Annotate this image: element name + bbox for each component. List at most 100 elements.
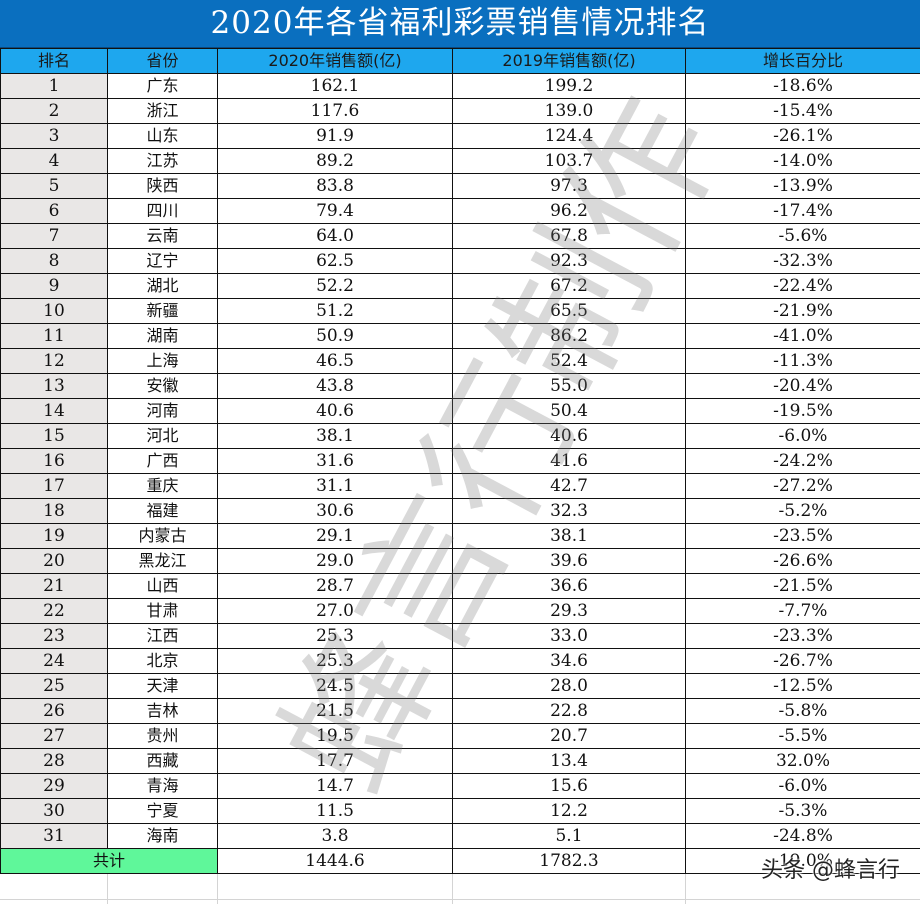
sales-2020-cell[interactable]: 31.6	[217, 448, 453, 474]
province-cell[interactable]: 内蒙古	[107, 523, 218, 549]
sales-2019-cell[interactable]: 86.2	[452, 323, 686, 349]
rank-cell[interactable]: 27	[0, 723, 108, 749]
sales-2020-cell[interactable]: 24.5	[217, 673, 453, 699]
rank-cell[interactable]: 29	[0, 773, 108, 799]
province-cell[interactable]: 安徽	[107, 373, 218, 399]
rank-cell[interactable]: 4	[0, 148, 108, 174]
sales-2019-cell[interactable]: 28.0	[452, 673, 686, 699]
sales-2019-cell[interactable]: 38.1	[452, 523, 686, 549]
total-growth[interactable]: -19.0%	[685, 848, 920, 874]
province-cell[interactable]: 山东	[107, 123, 218, 149]
province-cell[interactable]: 湖北	[107, 273, 218, 299]
growth-cell[interactable]: -12.5%	[685, 673, 920, 699]
sales-2019-cell[interactable]: 50.4	[452, 398, 686, 424]
rank-cell[interactable]: 3	[0, 123, 108, 149]
growth-cell[interactable]: -6.0%	[685, 423, 920, 449]
sales-2019-cell[interactable]: 33.0	[452, 623, 686, 649]
province-cell[interactable]: 上海	[107, 348, 218, 374]
growth-cell[interactable]: -18.6%	[685, 73, 920, 99]
sales-2020-cell[interactable]: 83.8	[217, 173, 453, 199]
province-cell[interactable]: 辽宁	[107, 248, 218, 274]
col-header-growth[interactable]: 增长百分比	[685, 48, 920, 74]
rank-cell[interactable]: 5	[0, 173, 108, 199]
growth-cell[interactable]: -22.4%	[685, 273, 920, 299]
growth-cell[interactable]: -26.7%	[685, 648, 920, 674]
growth-cell[interactable]: -19.5%	[685, 398, 920, 424]
growth-cell[interactable]: -27.2%	[685, 473, 920, 499]
province-cell[interactable]: 河北	[107, 423, 218, 449]
sales-2020-cell[interactable]: 51.2	[217, 298, 453, 324]
sales-2019-cell[interactable]: 5.1	[452, 823, 686, 849]
sales-2020-cell[interactable]: 46.5	[217, 348, 453, 374]
rank-cell[interactable]: 23	[0, 623, 108, 649]
province-cell[interactable]: 天津	[107, 673, 218, 699]
growth-cell[interactable]: -5.3%	[685, 798, 920, 824]
rank-cell[interactable]: 30	[0, 798, 108, 824]
growth-cell[interactable]: -24.2%	[685, 448, 920, 474]
sales-2019-cell[interactable]: 34.6	[452, 648, 686, 674]
sales-2020-cell[interactable]: 25.3	[217, 623, 453, 649]
sales-2020-cell[interactable]: 11.5	[217, 798, 453, 824]
rank-cell[interactable]: 21	[0, 573, 108, 599]
sales-2020-cell[interactable]: 14.7	[217, 773, 453, 799]
rank-cell[interactable]: 12	[0, 348, 108, 374]
province-cell[interactable]: 云南	[107, 223, 218, 249]
sales-2019-cell[interactable]: 40.6	[452, 423, 686, 449]
growth-cell[interactable]: -15.4%	[685, 98, 920, 124]
rank-cell[interactable]: 2	[0, 98, 108, 124]
growth-cell[interactable]: -41.0%	[685, 323, 920, 349]
sales-2019-cell[interactable]: 67.2	[452, 273, 686, 299]
growth-cell[interactable]: -13.9%	[685, 173, 920, 199]
sales-2020-cell[interactable]: 40.6	[217, 398, 453, 424]
rank-cell[interactable]: 31	[0, 823, 108, 849]
sales-2019-cell[interactable]: 36.6	[452, 573, 686, 599]
rank-cell[interactable]: 15	[0, 423, 108, 449]
growth-cell[interactable]: -24.8%	[685, 823, 920, 849]
growth-cell[interactable]: -5.8%	[685, 698, 920, 724]
province-cell[interactable]: 山西	[107, 573, 218, 599]
growth-cell[interactable]: -32.3%	[685, 248, 920, 274]
province-cell[interactable]: 甘肃	[107, 598, 218, 624]
col-header-sales-2020[interactable]: 2020年销售额(亿)	[217, 48, 453, 74]
sales-2020-cell[interactable]: 43.8	[217, 373, 453, 399]
total-sales-2019[interactable]: 1782.3	[452, 848, 686, 874]
rank-cell[interactable]: 20	[0, 548, 108, 574]
sales-2019-cell[interactable]: 32.3	[452, 498, 686, 524]
growth-cell[interactable]: -5.6%	[685, 223, 920, 249]
rank-cell[interactable]: 19	[0, 523, 108, 549]
province-cell[interactable]: 青海	[107, 773, 218, 799]
rank-cell[interactable]: 6	[0, 198, 108, 224]
sales-2019-cell[interactable]: 139.0	[452, 98, 686, 124]
province-cell[interactable]: 江苏	[107, 148, 218, 174]
sales-2019-cell[interactable]: 199.2	[452, 73, 686, 99]
sales-2019-cell[interactable]: 13.4	[452, 748, 686, 774]
sales-2020-cell[interactable]: 91.9	[217, 123, 453, 149]
total-sales-2020[interactable]: 1444.6	[217, 848, 453, 874]
sales-2020-cell[interactable]: 29.0	[217, 548, 453, 574]
rank-cell[interactable]: 13	[0, 373, 108, 399]
growth-cell[interactable]: -23.3%	[685, 623, 920, 649]
sales-2019-cell[interactable]: 97.3	[452, 173, 686, 199]
province-cell[interactable]: 湖南	[107, 323, 218, 349]
province-cell[interactable]: 江西	[107, 623, 218, 649]
rank-cell[interactable]: 1	[0, 73, 108, 99]
col-header-province[interactable]: 省份	[107, 48, 218, 74]
province-cell[interactable]: 广西	[107, 448, 218, 474]
sales-2019-cell[interactable]: 15.6	[452, 773, 686, 799]
sales-2020-cell[interactable]: 17.7	[217, 748, 453, 774]
sales-2019-cell[interactable]: 39.6	[452, 548, 686, 574]
sales-2019-cell[interactable]: 12.2	[452, 798, 686, 824]
province-cell[interactable]: 河南	[107, 398, 218, 424]
rank-cell[interactable]: 28	[0, 748, 108, 774]
province-cell[interactable]: 浙江	[107, 98, 218, 124]
province-cell[interactable]: 广东	[107, 73, 218, 99]
sales-2020-cell[interactable]: 38.1	[217, 423, 453, 449]
rank-cell[interactable]: 25	[0, 673, 108, 699]
growth-cell[interactable]: -20.4%	[685, 373, 920, 399]
rank-cell[interactable]: 26	[0, 698, 108, 724]
growth-cell[interactable]: -11.3%	[685, 348, 920, 374]
rank-cell[interactable]: 24	[0, 648, 108, 674]
sales-2019-cell[interactable]: 42.7	[452, 473, 686, 499]
growth-cell[interactable]: -5.2%	[685, 498, 920, 524]
sales-2019-cell[interactable]: 103.7	[452, 148, 686, 174]
